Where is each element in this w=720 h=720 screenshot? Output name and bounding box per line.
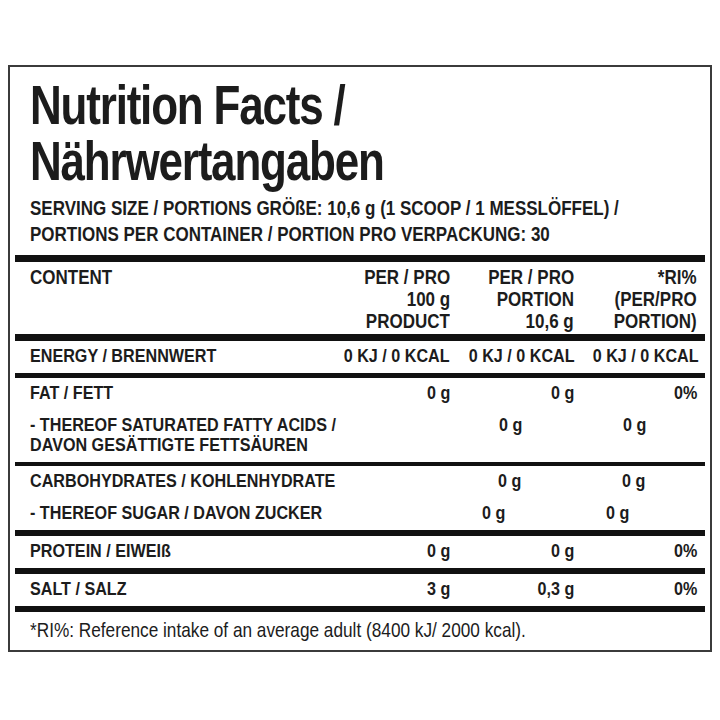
table-row-energy: ENERGY / BRENNWERT 0 KJ / 0 KCAL 0 KJ / … bbox=[15, 341, 705, 373]
value-ri: 0% bbox=[630, 503, 720, 523]
value-ri: 0% bbox=[574, 579, 697, 599]
value-ri: 0% bbox=[646, 415, 720, 435]
value-per-100g: 0 g bbox=[390, 415, 522, 435]
value-per-100g: 0 g bbox=[318, 541, 450, 561]
row-label: PROTEIN / EIWEIß bbox=[30, 541, 318, 561]
value-ri: 0% bbox=[574, 383, 697, 403]
serving-size-text: SERVING SIZE / PORTIONS GRÖßE: 10,6 g (1… bbox=[15, 195, 705, 247]
header-per-100g: PER / PRO 100 g PRODUCT bbox=[318, 266, 450, 332]
value-per-portion: 0 KJ / 0 KCAL bbox=[450, 346, 574, 366]
table-row-fat: FAT / FETT 0 g 0 g 0% bbox=[15, 378, 705, 410]
table-row-salt: SALT / SALZ 3 g 0,3 g 0% bbox=[15, 574, 705, 606]
value-ri: 0 KJ / 0 KCAL bbox=[574, 346, 697, 366]
header-reference-intake: *RI% (PER/PRO PORTION) bbox=[574, 266, 697, 332]
label-title: Nutrition Facts / Nährwertangaben bbox=[15, 77, 705, 189]
table-row-saturated-fat: - THEREOF SATURATED FATTY ACIDS / DAVON … bbox=[15, 410, 705, 462]
value-per-100g: 0 g bbox=[374, 503, 506, 523]
label-title-line2: Nährwertangaben bbox=[30, 133, 384, 189]
value-per-100g: 0 KJ / 0 KCAL bbox=[318, 346, 450, 366]
table-row-protein: PROTEIN / EIWEIß 0 g 0 g 0% bbox=[15, 536, 705, 568]
serving-size-line1: SERVING SIZE / PORTIONS GRÖßE: 10,6 g (1… bbox=[30, 195, 619, 221]
value-per-100g: 0 g bbox=[389, 471, 521, 491]
value-per-portion: 0,3 g bbox=[450, 579, 574, 599]
serving-size-line2: PORTIONS PER CONTAINER / PORTION PRO VER… bbox=[30, 221, 550, 247]
header-content: CONTENT bbox=[30, 266, 318, 288]
value-per-portion: 0 g bbox=[522, 415, 646, 435]
value-ri: 0% bbox=[645, 471, 720, 491]
row-label: - THEREOF SUGAR / DAVON ZUCKER bbox=[30, 503, 374, 523]
value-per-portion: 0 g bbox=[506, 503, 630, 523]
value-per-100g: 3 g bbox=[318, 579, 450, 599]
value-per-portion: 0 g bbox=[450, 383, 574, 403]
row-label: ENERGY / BRENNWERT bbox=[30, 346, 318, 366]
value-per-portion: 0 g bbox=[450, 541, 574, 561]
row-label: CARBOHYDRATES / KOHLENHYDRATE bbox=[30, 471, 389, 491]
nutrition-label: Nutrition Facts / Nährwertangaben SERVIN… bbox=[8, 65, 712, 652]
divider-top bbox=[15, 255, 705, 262]
value-per-100g: 0 g bbox=[318, 383, 450, 403]
label-title-line1: Nutrition Facts / bbox=[30, 77, 345, 133]
value-ri: 0% bbox=[574, 541, 697, 561]
table-header: CONTENT PER / PRO 100 g PRODUCT PER / PR… bbox=[15, 262, 705, 334]
reference-intake-footnote: *RI%: Reference intake of an average adu… bbox=[15, 612, 705, 650]
divider-header bbox=[15, 334, 705, 341]
table-row-sugar: - THEREOF SUGAR / DAVON ZUCKER 0 g 0 g 0… bbox=[15, 498, 705, 530]
value-per-portion: 0 g bbox=[521, 471, 645, 491]
table-row-carbohydrates: CARBOHYDRATES / KOHLENHYDRATE 0 g 0 g 0% bbox=[15, 466, 705, 498]
row-label: FAT / FETT bbox=[30, 383, 318, 403]
row-label: - THEREOF SATURATED FATTY ACIDS / DAVON … bbox=[30, 415, 390, 455]
header-per-portion: PER / PRO PORTION 10,6 g bbox=[450, 266, 574, 332]
row-label: SALT / SALZ bbox=[30, 579, 318, 599]
